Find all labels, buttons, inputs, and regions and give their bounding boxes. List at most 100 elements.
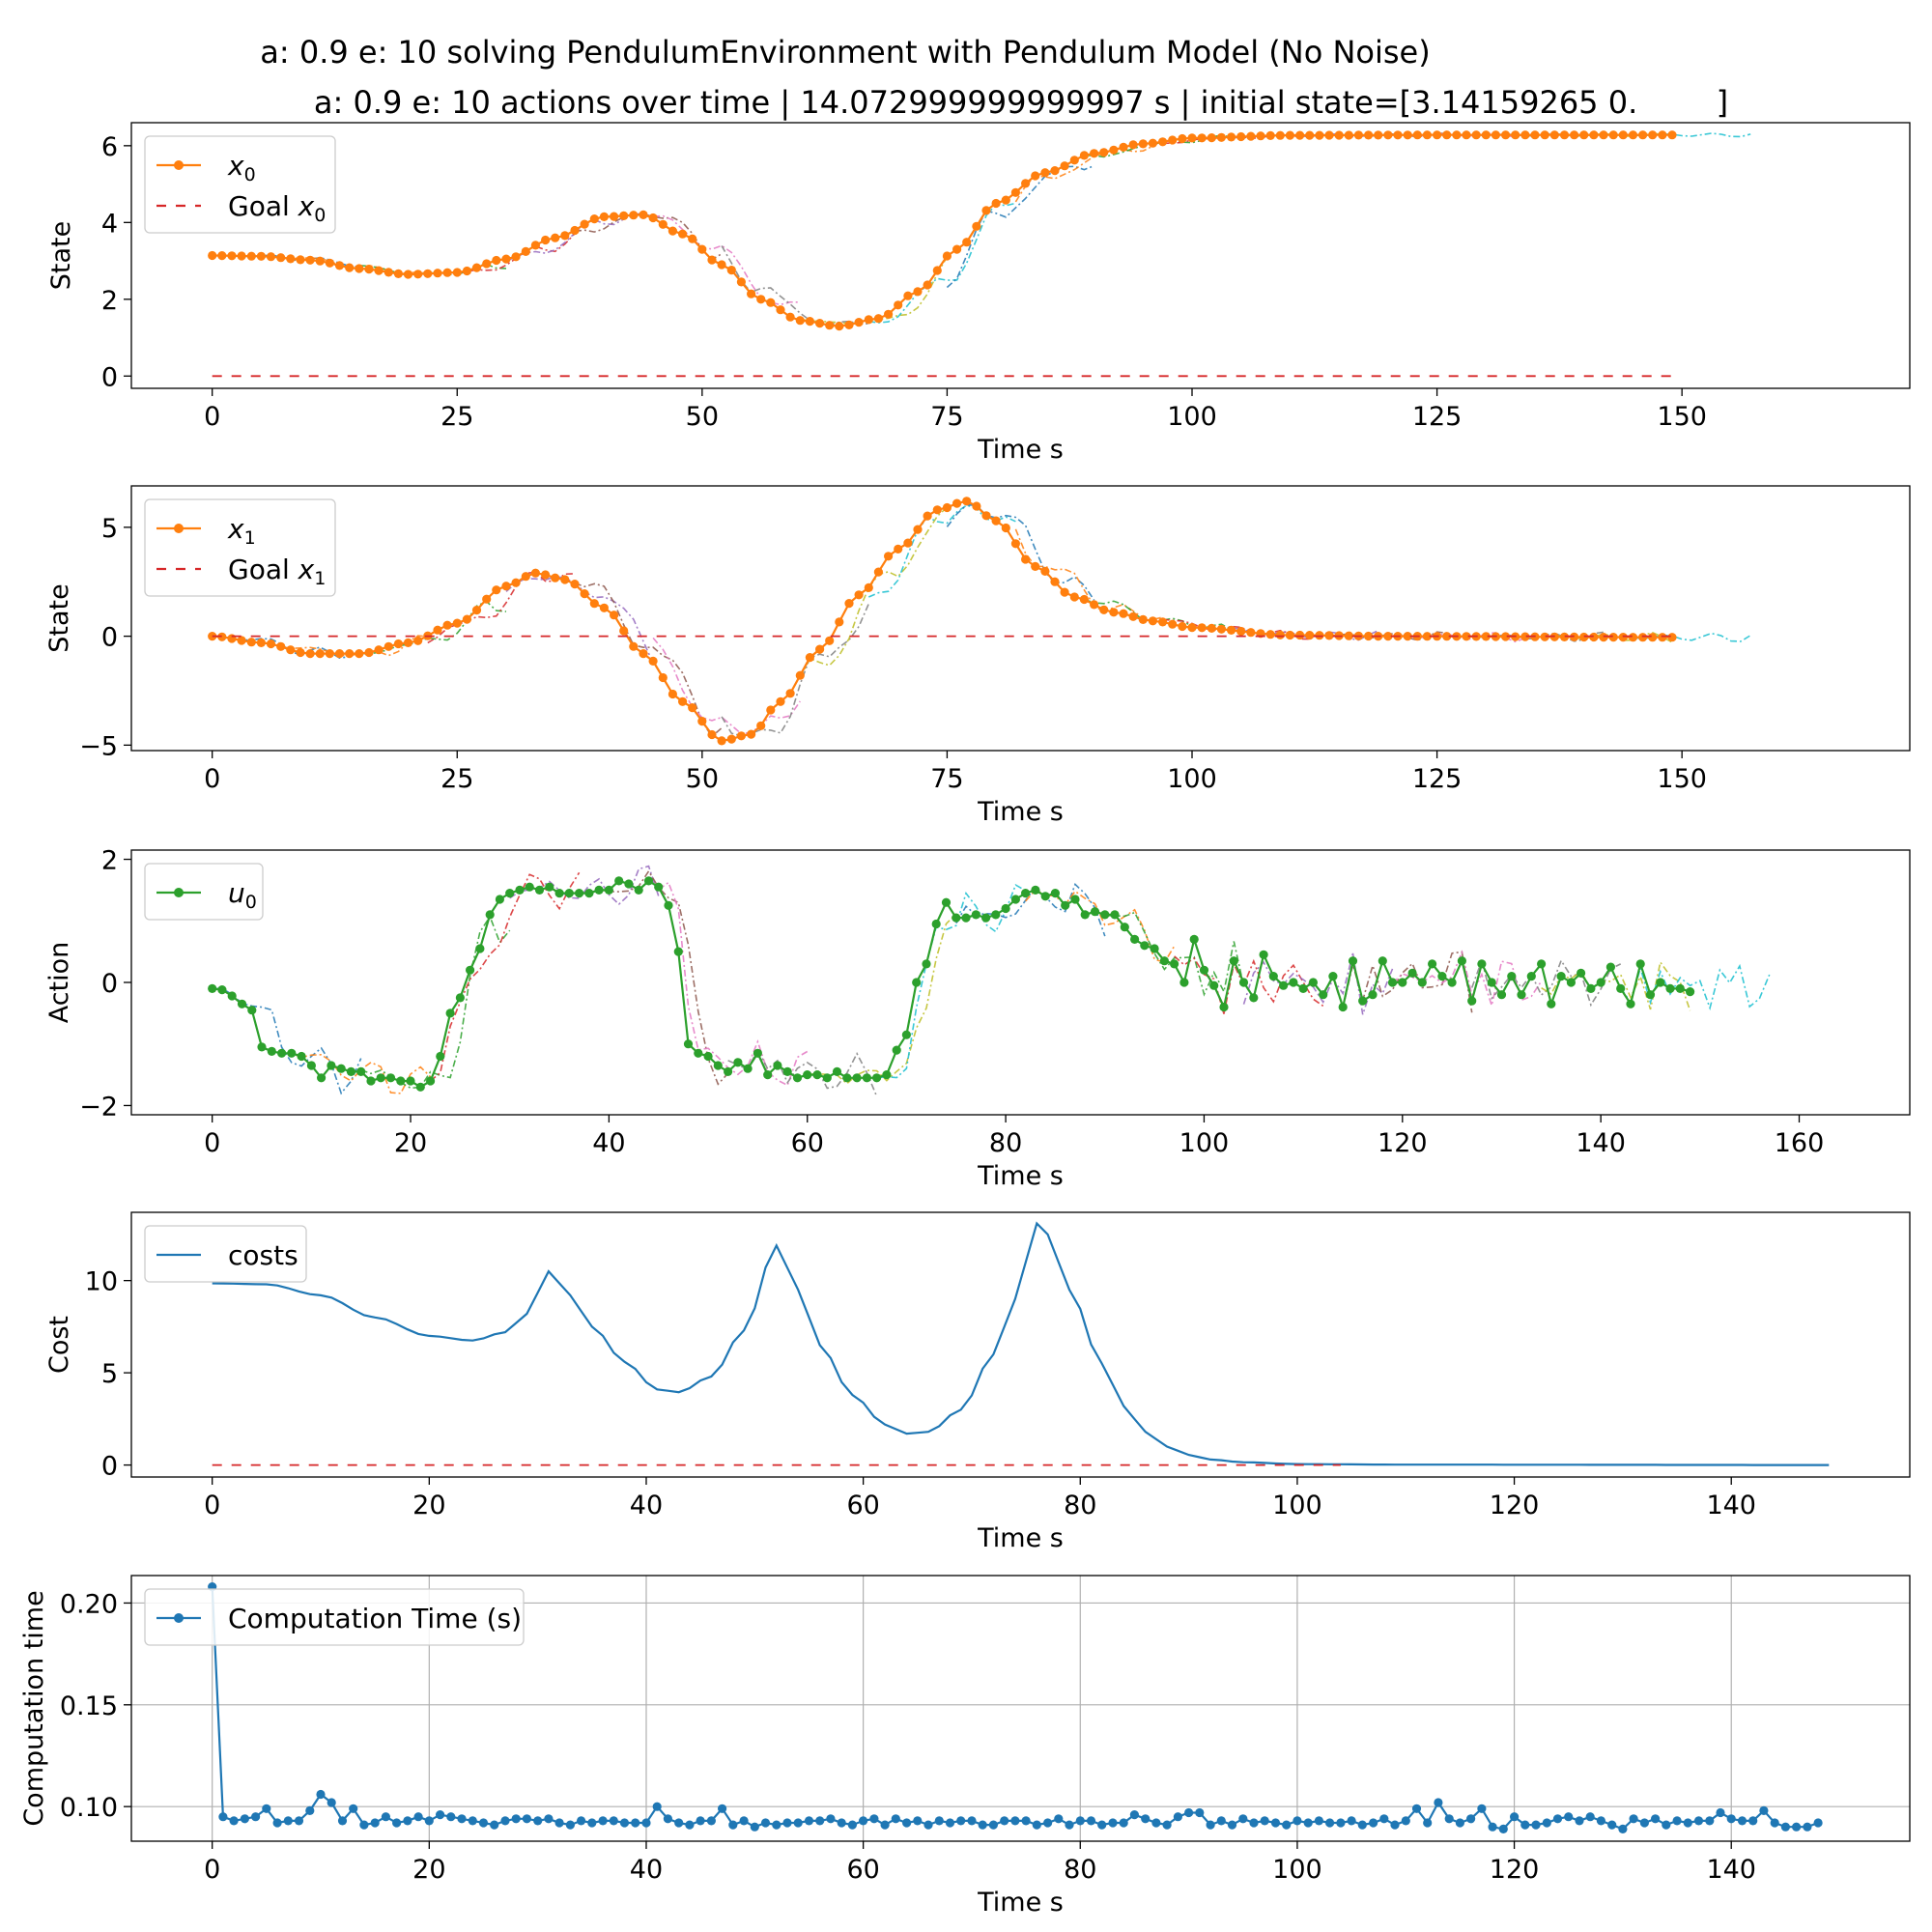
data-point-62 — [880, 1820, 890, 1830]
data-point-110 — [1298, 983, 1308, 993]
plot-area — [208, 497, 1751, 746]
data-point-32 — [554, 1818, 564, 1828]
x-tick-label-1: 25 — [440, 764, 473, 794]
data-point-61 — [812, 1070, 822, 1080]
data-point-88 — [1069, 156, 1079, 165]
data-point-83 — [1021, 554, 1031, 564]
data-point-71 — [903, 538, 913, 548]
y-tick-label-0: 0 — [101, 362, 118, 392]
data-point-68 — [882, 1070, 892, 1080]
data-point-73 — [923, 280, 932, 290]
data-point-148 — [1675, 983, 1685, 993]
data-point-112 — [1423, 1818, 1433, 1828]
data-point-40 — [599, 212, 610, 221]
data-point-20 — [424, 1816, 434, 1826]
data-point-99 — [1178, 621, 1187, 632]
data-point-85 — [1040, 168, 1050, 178]
data-point-136 — [1540, 130, 1549, 140]
data-point-118 — [1378, 956, 1387, 966]
data-point-49 — [688, 703, 697, 713]
data-point-97 — [1260, 1816, 1269, 1826]
legend-frame — [144, 863, 264, 921]
x-tick-label-1: 20 — [412, 1491, 445, 1520]
series-line-0 — [212, 1221, 1830, 1466]
data-point-130 — [1496, 990, 1507, 1000]
data-point-50 — [697, 717, 707, 726]
data-point-40 — [599, 603, 610, 612]
data-point-106 — [1259, 950, 1268, 959]
legend-frame — [144, 1588, 525, 1646]
data-point-36 — [560, 231, 570, 241]
data-point-14 — [345, 263, 355, 272]
data-point-93 — [1216, 1816, 1226, 1826]
data-point-135 — [1672, 1816, 1682, 1826]
data-point-120 — [1398, 978, 1407, 987]
data-point-106 — [1246, 131, 1256, 141]
data-point-113 — [1434, 1798, 1443, 1807]
data-point-71 — [978, 1820, 987, 1830]
x-tick-label-1: 25 — [440, 402, 473, 432]
data-point-85 — [1129, 1810, 1139, 1820]
data-point-139 — [1570, 130, 1579, 140]
data-point-114 — [1324, 130, 1334, 140]
data-point-31 — [511, 578, 521, 587]
data-point-51 — [760, 1818, 771, 1828]
data-point-39 — [589, 214, 599, 224]
x-tick-label-2: 40 — [630, 1491, 663, 1520]
data-point-68 — [945, 1818, 955, 1828]
data-point-4 — [246, 251, 256, 261]
data-point-84 — [1040, 892, 1050, 901]
data-point-45 — [654, 882, 664, 892]
data-point-78 — [972, 501, 981, 511]
data-point-91 — [1195, 1807, 1205, 1818]
data-point-73 — [931, 919, 941, 929]
data-point-117 — [1353, 130, 1363, 140]
data-point-4 — [247, 1006, 257, 1015]
data-point-97 — [1158, 137, 1168, 147]
prediction-line-11 — [1014, 528, 1163, 621]
data-point-76 — [961, 913, 971, 923]
x-tick-label-8: 160 — [1775, 1128, 1825, 1158]
data-point-5 — [256, 638, 266, 648]
data-point-83 — [1108, 1818, 1118, 1828]
y-tick-label-2: 2 — [101, 846, 118, 876]
data-point-106 — [1357, 1820, 1367, 1830]
data-point-16 — [364, 647, 374, 658]
data-point-43 — [674, 1818, 684, 1828]
data-point-101 — [1197, 623, 1207, 633]
data-point-35 — [551, 573, 560, 582]
data-point-53 — [782, 1818, 792, 1828]
data-point-105 — [1236, 626, 1246, 637]
data-point-122 — [1403, 130, 1412, 140]
data-point-134 — [1520, 130, 1530, 140]
x-tick-label-0: 0 — [204, 1855, 220, 1885]
data-point-70 — [894, 544, 903, 554]
data-point-128 — [1462, 130, 1471, 140]
legend-frame — [144, 498, 336, 597]
data-point-77 — [962, 238, 972, 247]
data-point-125 — [1564, 1812, 1574, 1822]
data-point-1 — [217, 251, 227, 261]
data-point-89 — [1079, 151, 1089, 160]
data-point-87 — [1070, 895, 1080, 904]
axes-frame — [130, 122, 1911, 389]
data-point-3 — [237, 251, 246, 261]
data-point-23 — [457, 1814, 467, 1824]
data-point-10 — [306, 1061, 316, 1070]
data-point-66 — [854, 318, 864, 327]
x-tick-label-3: 75 — [930, 402, 963, 432]
data-point-132 — [1639, 1818, 1649, 1828]
data-point-46 — [658, 219, 668, 229]
data-point-42 — [624, 879, 634, 889]
data-point-86 — [1050, 166, 1060, 176]
x-tick-label-3: 75 — [930, 764, 963, 794]
data-point-15 — [356, 1066, 366, 1076]
data-point-80 — [991, 516, 1001, 526]
data-point-90 — [1184, 1807, 1194, 1818]
data-point-24 — [442, 268, 452, 277]
y-tick-label-2: 10 — [85, 1267, 118, 1297]
data-point-28 — [482, 259, 492, 269]
legend: x1 Goal x1 — [144, 498, 336, 597]
data-point-126 — [1457, 956, 1466, 966]
data-point-26 — [490, 1820, 499, 1830]
